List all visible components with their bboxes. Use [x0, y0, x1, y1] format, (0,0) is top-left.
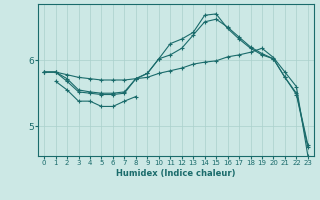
X-axis label: Humidex (Indice chaleur): Humidex (Indice chaleur) — [116, 169, 236, 178]
